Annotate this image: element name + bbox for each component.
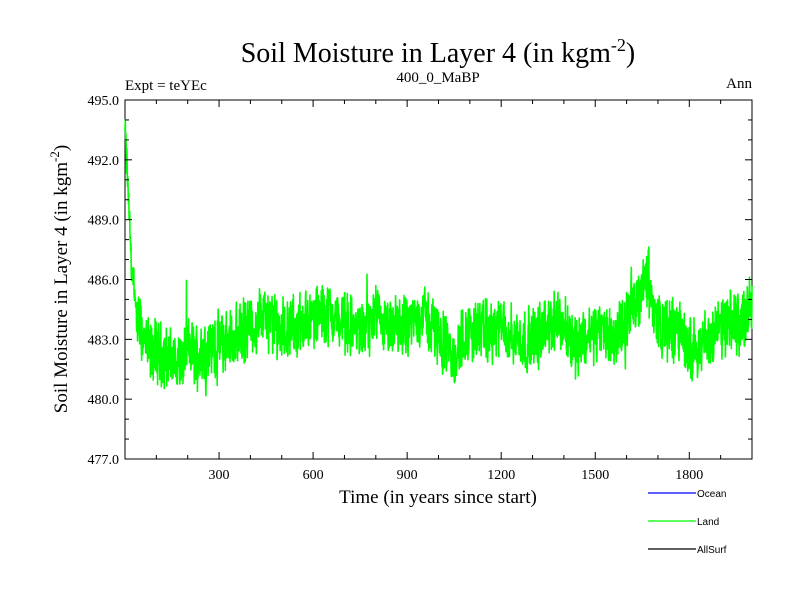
x-axis-label: Time (in years since start) [339,487,537,508]
x-tick-label: 300 [209,468,230,483]
y-tick-label: 477.0 [88,453,120,468]
y-axis: 477.0 480.0 483.0 486.0 489.0 492.0 495.0 [88,94,752,468]
series-layer [124,118,753,397]
x-axis: 300 600 900 1200 1500 1800 [155,100,722,483]
y-tick-label: 480.0 [88,393,120,408]
period-label: Ann [726,76,752,92]
legend: Ocean Land AllSurf [648,489,727,556]
x-tick-label: 1200 [487,468,515,483]
y-tick-label: 489.0 [88,214,120,229]
y-axis-label: Soil Moisture in Layer 4 (in kgm-2) [47,145,72,413]
x-tick-label: 900 [397,468,418,483]
experiment-label: Expt = teYEc [125,78,207,94]
y-tick-label: 492.0 [88,154,120,169]
x-tick-label: 1800 [675,468,703,483]
x-tick-label: 600 [303,468,324,483]
legend-label-land: Land [697,517,719,528]
series-line-land [124,118,753,397]
y-tick-label: 483.0 [88,333,120,348]
y-tick-label: 486.0 [88,274,120,289]
x-tick-label: 1500 [581,468,609,483]
y-tick-label: 495.0 [88,94,120,109]
run-label: 400_0_MaBP [396,70,479,86]
legend-label-allsurf: AllSurf [697,545,727,556]
plot-frame [124,99,753,460]
chart-title: Soil Moisture in Layer 4 (in kgm-2) [241,35,636,69]
legend-label-ocean: Ocean [697,489,726,500]
